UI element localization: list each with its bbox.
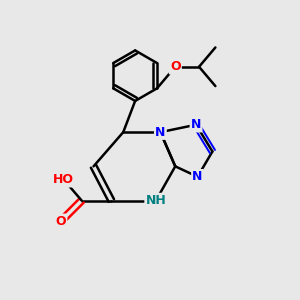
Text: N: N <box>155 126 166 139</box>
Text: O: O <box>170 60 181 73</box>
Text: O: O <box>56 215 66 228</box>
Text: N: N <box>191 118 201 131</box>
Text: HO: HO <box>53 173 74 186</box>
Text: N: N <box>192 170 203 183</box>
Text: NH: NH <box>146 194 166 207</box>
